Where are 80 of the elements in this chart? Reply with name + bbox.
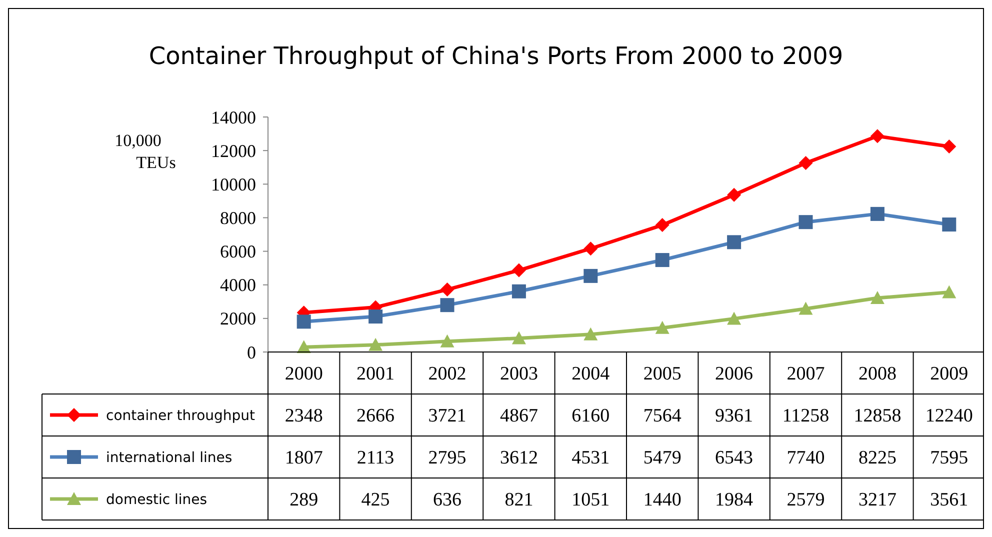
point bbox=[584, 242, 598, 256]
chart-title: Container Throughput of China's Ports From 2000 to 2009 bbox=[148, 42, 844, 70]
y-tick-label: 10000 bbox=[211, 174, 256, 194]
x-tick-label: 2003 bbox=[500, 364, 538, 385]
x-tick-label: 2004 bbox=[572, 364, 610, 385]
point bbox=[368, 310, 383, 324]
point bbox=[584, 327, 598, 340]
point bbox=[655, 320, 670, 334]
data-label: 1984 bbox=[715, 490, 754, 511]
point bbox=[798, 156, 813, 170]
data-label: 11258 bbox=[782, 406, 830, 427]
data-label: 3721 bbox=[428, 406, 466, 427]
data-label: 2113 bbox=[356, 448, 394, 469]
point bbox=[798, 215, 813, 230]
point bbox=[296, 314, 311, 329]
point bbox=[727, 188, 742, 202]
data-label: 7564 bbox=[643, 406, 682, 427]
data-label: 8225 bbox=[858, 448, 896, 469]
y-tick-label: 8000 bbox=[220, 208, 256, 228]
point bbox=[512, 284, 526, 298]
data-label: 4531 bbox=[572, 448, 610, 469]
legend-label: international lines bbox=[106, 450, 232, 466]
legend-label: domestic lines bbox=[106, 492, 208, 508]
data-label: 425 bbox=[361, 490, 390, 511]
point bbox=[942, 285, 956, 298]
data-label: 7595 bbox=[930, 448, 968, 469]
point bbox=[440, 334, 454, 348]
point bbox=[798, 302, 813, 315]
data-label: 4867 bbox=[500, 406, 538, 427]
point bbox=[727, 235, 742, 250]
x-tick-label: 2008 bbox=[858, 364, 896, 385]
data-label: 12858 bbox=[854, 406, 902, 427]
data-label: 12240 bbox=[925, 406, 973, 427]
data-label: 7740 bbox=[786, 448, 825, 469]
x-tick-label: 2001 bbox=[356, 364, 395, 385]
point bbox=[870, 129, 884, 144]
data-label: 821 bbox=[504, 490, 534, 511]
point bbox=[870, 291, 884, 304]
point bbox=[584, 268, 598, 283]
data-label: 3561 bbox=[930, 490, 968, 511]
data-label: 6160 bbox=[572, 406, 610, 427]
point bbox=[942, 218, 956, 232]
data-label: 289 bbox=[290, 490, 318, 511]
point bbox=[655, 218, 670, 232]
data-label: 3612 bbox=[500, 448, 538, 469]
y-tick-label: 4000 bbox=[220, 275, 256, 296]
data-label: 9361 bbox=[715, 406, 754, 427]
x-tick-label: 2005 bbox=[643, 364, 682, 385]
data-label: 2348 bbox=[284, 406, 323, 427]
point bbox=[942, 140, 956, 154]
x-tick-label: 2007 bbox=[786, 364, 825, 385]
y-tick-label: 12000 bbox=[211, 140, 256, 161]
point bbox=[512, 263, 526, 278]
point bbox=[727, 312, 742, 325]
point bbox=[440, 298, 454, 312]
data-label: 5479 bbox=[643, 448, 682, 469]
point bbox=[655, 253, 670, 268]
data-label: 2666 bbox=[356, 406, 395, 427]
point bbox=[512, 331, 526, 344]
x-tick-label: 2006 bbox=[715, 364, 754, 385]
data-label: 6543 bbox=[715, 448, 754, 469]
legend-label: container throughput bbox=[106, 408, 256, 424]
x-tick-label: 2009 bbox=[930, 364, 968, 385]
point bbox=[368, 338, 383, 351]
data-label: 1051 bbox=[572, 490, 610, 511]
y-tick-label: 6000 bbox=[220, 242, 256, 262]
x-tick-label: 2000 bbox=[284, 364, 323, 385]
point bbox=[440, 282, 454, 297]
data-label: 2579 bbox=[786, 490, 825, 511]
data-label: 1807 bbox=[284, 448, 323, 469]
data-label: 1440 bbox=[643, 490, 682, 511]
data-label: 636 bbox=[433, 490, 462, 511]
x-tick-label: 2002 bbox=[428, 364, 466, 385]
y-tick-label: 2000 bbox=[220, 308, 256, 329]
data-label: 3217 bbox=[858, 490, 896, 511]
point bbox=[870, 206, 884, 221]
data-label: 2795 bbox=[428, 448, 466, 469]
y-tick-label: 14000 bbox=[211, 107, 256, 128]
y-tick-label: 0 bbox=[247, 342, 256, 362]
y-axis-title: 10,000 TEUs bbox=[114, 131, 176, 172]
